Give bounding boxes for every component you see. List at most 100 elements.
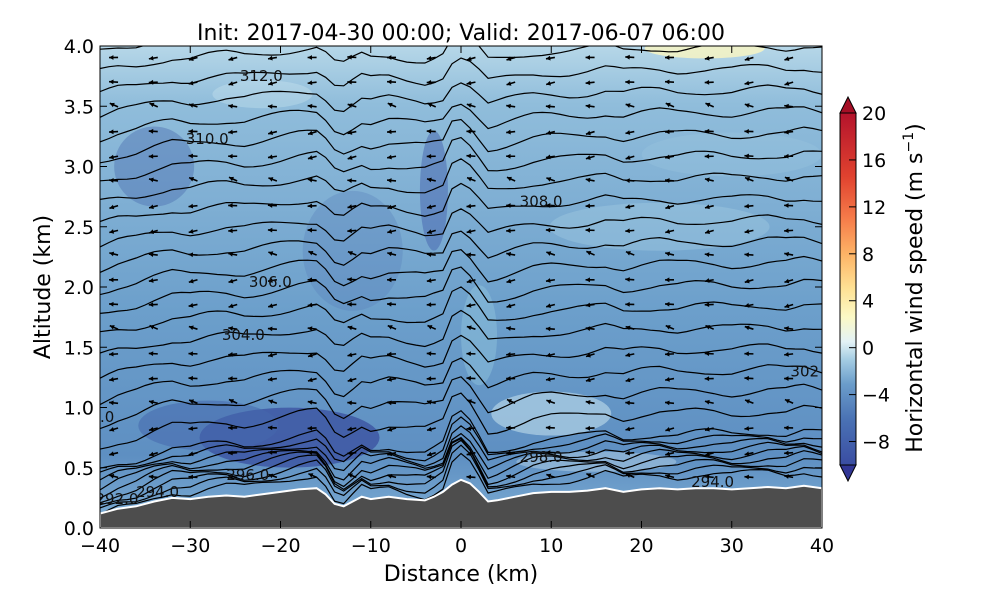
wind-vector-head: [387, 427, 393, 432]
wind-vector-head: [307, 400, 313, 405]
theta-contour: [100, 103, 822, 143]
wind-vector-head: [744, 325, 750, 331]
wind-vector-head: [546, 177, 552, 182]
theta-contour: [100, 437, 822, 504]
wind-vector-head: [228, 474, 234, 479]
wind-vector-head: [665, 129, 670, 135]
wind-vector-head: [665, 473, 671, 479]
wind-vector-head: [585, 425, 591, 431]
wind-vector-head: [109, 451, 115, 457]
wind-vector-head: [109, 427, 115, 432]
wind-vector-head: [625, 54, 630, 60]
wind-vector-head: [744, 80, 750, 86]
wind-vector-head: [148, 177, 154, 183]
colorbar-ticks: 20 16 12 8 4 0 −4 −8: [849, 103, 890, 454]
wind-vector-head: [109, 301, 114, 307]
wind-vector-head: [546, 352, 551, 358]
wind-speed-patch: [461, 285, 498, 386]
wind-vector-head: [466, 351, 471, 357]
wind-vector-head: [387, 400, 392, 406]
wind-vector-head: [506, 56, 512, 62]
wind-vector-head: [387, 129, 392, 135]
y-tick-label: 2.0: [64, 277, 94, 299]
wind-vector-head: [545, 227, 551, 233]
wind-vector-head: [427, 102, 433, 108]
wind-vector-head: [704, 252, 710, 257]
wind-vector-head: [109, 229, 115, 234]
wind-vector-head: [506, 103, 511, 109]
wind-vector-head: [109, 377, 114, 382]
wind-vector-head: [705, 325, 711, 330]
theta-contour: [100, 439, 822, 506]
wind-vector-head: [784, 203, 789, 208]
wind-vector-head: [467, 177, 473, 182]
theta-contour: [100, 416, 822, 473]
wind-vector-head: [149, 204, 154, 210]
wind-vector-head: [506, 351, 511, 357]
x-tick-label: −30: [170, 535, 210, 557]
wind-vector-head: [427, 204, 432, 210]
terrain: [100, 478, 822, 528]
y-tick-label: 0.5: [64, 458, 94, 480]
wind-vector-head: [704, 79, 710, 85]
wind-vector-head: [347, 377, 353, 383]
wind-vector-head: [665, 154, 670, 160]
colorbar-tick-label: 4: [862, 291, 874, 313]
contour-label: .0: [100, 408, 114, 426]
wind-vector-head: [307, 227, 313, 233]
wind-vector-head: [665, 229, 671, 234]
wind-vector-head: [308, 250, 314, 256]
theta-contour: [100, 334, 822, 379]
wind-vector-head: [744, 278, 750, 284]
contour-labels: 312.0 310.0 308.0 306.0 304.0 302 .0 298.0 296.0…: [100, 67, 819, 508]
wind-vector-head: [268, 177, 274, 182]
wind-vector-head: [625, 79, 630, 85]
wind-vector-head: [585, 203, 591, 209]
wind-vector-head: [267, 154, 273, 160]
wind-vector-head: [268, 399, 274, 404]
wind-vector-head: [506, 303, 512, 309]
colorbar-gradient: [839, 112, 857, 466]
wind-speed-patch: [114, 126, 195, 207]
wind-speed-patch: [302, 190, 403, 311]
wind-vector-head: [188, 203, 194, 209]
x-tick-label: 10: [539, 535, 563, 557]
y-tick-label: 1.5: [64, 337, 94, 359]
theta-contour: [100, 286, 822, 333]
wind-vector-head: [784, 278, 790, 284]
wind-vector-head: [148, 399, 154, 405]
wind-vector-head: [427, 451, 433, 457]
wind-vector-head: [188, 278, 194, 284]
colorbar-tick-label: −4: [862, 385, 890, 407]
wind-vector-head: [466, 278, 472, 284]
theta-contour: [100, 266, 822, 314]
theta-contour: [100, 136, 822, 182]
wind-vector-head: [148, 376, 154, 382]
wind-vector-head: [307, 425, 313, 431]
y-tick-label: 0.0: [64, 518, 94, 540]
wind-vector-head: [664, 277, 670, 283]
wind-vector-head: [665, 377, 670, 382]
wind-vector-head: [665, 400, 670, 406]
contour-label: 304.0: [222, 326, 265, 344]
theta-contour: [100, 392, 822, 450]
wind-vector-head: [149, 229, 155, 235]
wind-vector-head: [625, 130, 631, 135]
wind-vector-head: [625, 204, 631, 209]
wind-vector-head: [387, 277, 392, 283]
wind-vector-head: [387, 251, 393, 257]
wind-vector-head: [228, 376, 233, 381]
wind-vector-head: [426, 376, 432, 382]
wind-vector-head: [307, 103, 313, 109]
wind-vector-head: [268, 473, 274, 479]
wind-vector-head: [109, 204, 115, 210]
wind-vector-head: [387, 102, 393, 108]
wind-vector-head: [784, 303, 790, 309]
wind-vector-head: [268, 55, 273, 61]
theta-contour: [100, 230, 822, 273]
wind-vector-head: [148, 128, 154, 134]
x-tick-label: −10: [351, 535, 391, 557]
wind-vector-head: [625, 277, 630, 282]
wind-vector-head: [188, 474, 194, 480]
